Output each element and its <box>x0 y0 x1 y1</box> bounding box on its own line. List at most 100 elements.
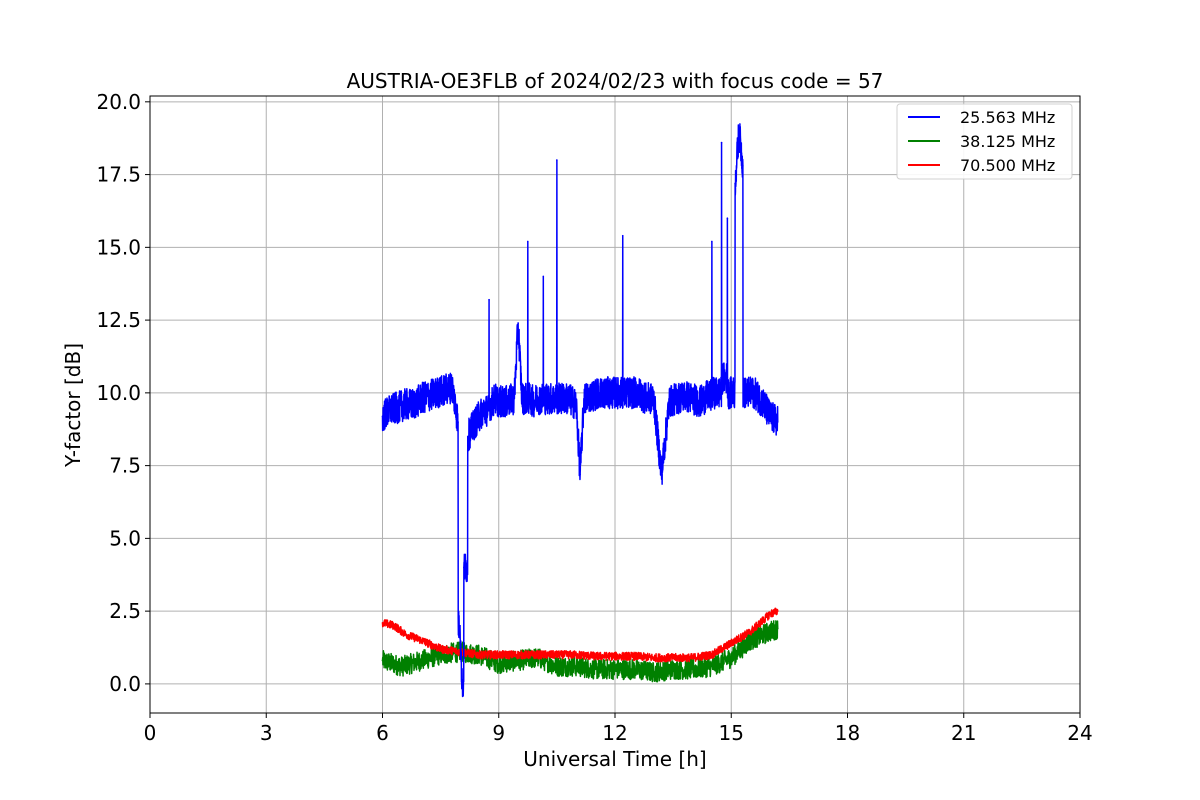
data-point <box>621 234 624 237</box>
data-point <box>459 624 461 627</box>
data-point <box>614 668 616 671</box>
data-point <box>726 217 729 220</box>
data-point <box>676 397 678 400</box>
data-point <box>420 397 423 400</box>
data-point <box>381 659 384 662</box>
data-point <box>711 240 713 243</box>
data-point <box>579 473 581 476</box>
data-point <box>722 377 725 380</box>
data-point <box>428 394 430 397</box>
data-point <box>730 642 733 644</box>
x-tick-label: 15 <box>719 721 744 745</box>
data-point <box>683 394 686 397</box>
data-point <box>776 610 779 612</box>
data-point <box>482 409 485 412</box>
x-tick-label: 0 <box>144 721 157 745</box>
data-point <box>393 624 395 627</box>
data-point <box>594 655 597 658</box>
data-point <box>528 397 531 400</box>
data-point <box>629 392 632 394</box>
y-tick-label: 12.5 <box>96 308 141 332</box>
series-line <box>381 123 779 698</box>
data-point <box>542 275 545 278</box>
data-point <box>536 397 539 400</box>
data-point <box>517 653 519 656</box>
legend-label: 70.500 MHz <box>960 156 1055 175</box>
data-point <box>672 668 674 671</box>
y-tick-label: 15.0 <box>96 235 141 259</box>
data-point <box>749 630 752 633</box>
data-point <box>711 653 713 656</box>
data-point <box>488 298 490 301</box>
data-point <box>776 421 779 423</box>
data-point <box>412 403 415 406</box>
data-point <box>583 397 585 400</box>
data-point <box>590 394 593 397</box>
data-point <box>478 653 481 656</box>
data-point <box>381 415 384 417</box>
y-tick-label: 10.0 <box>96 381 141 405</box>
data-point <box>749 639 752 642</box>
data-point <box>463 566 465 569</box>
data-point <box>720 141 723 144</box>
data-point <box>532 400 535 403</box>
data-point <box>397 406 399 409</box>
data-point <box>691 668 694 671</box>
data-point <box>517 659 519 662</box>
y-tick-label: 20.0 <box>96 90 141 114</box>
x-tick-label: 9 <box>492 721 505 745</box>
data-point <box>527 240 529 243</box>
data-point <box>594 668 597 671</box>
data-point <box>652 671 655 674</box>
data-point <box>443 389 446 391</box>
data-point <box>598 392 601 394</box>
data-point <box>404 403 407 406</box>
x-tick-label: 12 <box>602 721 627 745</box>
data-point <box>497 400 500 403</box>
data-point <box>711 665 713 668</box>
data-point <box>606 392 609 394</box>
chart-title: AUSTRIA-OE3FLB of 2024/02/23 with focus … <box>347 69 884 93</box>
data-point <box>645 397 647 400</box>
data-point <box>521 397 523 400</box>
x-tick-label: 6 <box>376 721 389 745</box>
data-point <box>567 397 570 400</box>
data-point <box>490 403 492 406</box>
data-point <box>474 421 477 423</box>
data-point <box>614 655 616 658</box>
data-point <box>776 627 779 630</box>
x-tick-label: 24 <box>1067 721 1092 745</box>
y-axis-ticks: 0.0 2.5 5.0 7.5 10.0 12.5 15.0 17.5 20.0 <box>96 90 150 696</box>
data-point <box>633 668 636 671</box>
legend-label: 25.563 MHz <box>960 108 1055 127</box>
data-point <box>742 165 744 167</box>
x-tick-label: 21 <box>951 721 976 745</box>
data-point <box>494 397 496 400</box>
data-point <box>435 392 438 394</box>
data-point <box>734 182 736 185</box>
data-point <box>652 397 655 400</box>
data-point <box>461 683 463 685</box>
data-point <box>401 665 403 668</box>
legend-box <box>896 103 1073 180</box>
data-point <box>660 473 663 476</box>
data-point <box>614 392 616 394</box>
x-axis-ticks: 0 3 6 9 12 15 18 21 24 <box>144 713 1093 745</box>
data-point <box>730 656 733 659</box>
legend: 25.563 MHz 38.125 MHz 70.500 MHz <box>896 103 1073 180</box>
data-point <box>552 397 554 400</box>
data-point <box>513 397 516 400</box>
data-point <box>497 653 500 656</box>
data-point <box>652 656 655 659</box>
data-point <box>699 400 702 403</box>
data-point <box>439 653 442 656</box>
data-point <box>691 397 694 400</box>
data-point <box>389 409 392 412</box>
y-tick-label: 7.5 <box>109 454 141 478</box>
data-point <box>575 665 578 668</box>
data-point <box>769 613 771 615</box>
data-point <box>707 394 709 397</box>
data-point <box>691 656 694 659</box>
data-point <box>714 392 717 394</box>
